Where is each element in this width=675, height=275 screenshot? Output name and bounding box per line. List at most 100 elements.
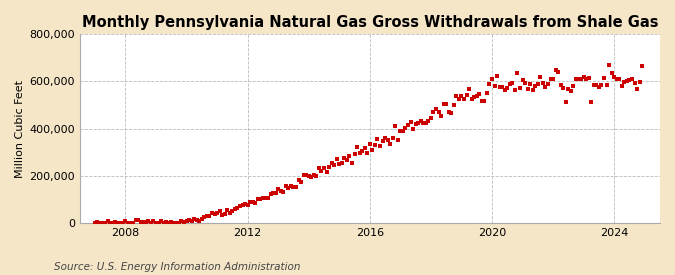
Point (619, 80, 630, 85)
Point (306, 175, 317, 179)
Point (163, 221, 174, 225)
Point (352, 145, 362, 149)
Point (537, 81, 548, 85)
Point (209, 212, 220, 217)
Point (298, 173, 309, 178)
Point (446, 110, 457, 115)
Point (520, 81, 531, 85)
Point (359, 146, 370, 150)
Point (136, 219, 146, 224)
Point (199, 215, 210, 219)
Point (232, 206, 243, 210)
Point (293, 178, 304, 182)
Point (402, 123, 413, 128)
Point (364, 142, 375, 146)
Point (563, 87, 574, 92)
Point (408, 127, 418, 131)
Point (270, 191, 281, 195)
Point (637, 64, 647, 68)
Point (217, 213, 227, 217)
Point (311, 174, 322, 178)
Point (629, 81, 640, 86)
Point (418, 121, 429, 126)
Point (128, 221, 138, 225)
Point (556, 82, 566, 87)
Point (438, 102, 449, 106)
Point (601, 82, 612, 87)
Point (507, 80, 518, 85)
Y-axis label: Million Cubic Feet: Million Cubic Feet (15, 79, 25, 178)
Point (260, 196, 271, 200)
Point (398, 129, 408, 134)
Point (512, 71, 523, 76)
Point (583, 76, 594, 81)
Point (151, 221, 161, 225)
Point (533, 82, 543, 87)
Point (591, 83, 602, 87)
Point (273, 187, 284, 191)
Point (369, 143, 380, 148)
Point (543, 82, 554, 86)
Point (471, 94, 482, 98)
Point (491, 73, 502, 78)
Point (202, 214, 213, 219)
Point (181, 219, 192, 224)
Point (100, 221, 111, 225)
Point (207, 210, 217, 215)
Point (291, 185, 302, 189)
Point (494, 84, 505, 89)
Point (464, 87, 475, 91)
Point (258, 196, 269, 201)
Point (474, 92, 485, 96)
Point (321, 170, 332, 175)
Point (489, 84, 500, 89)
Point (194, 219, 205, 223)
Point (113, 221, 124, 225)
Point (468, 95, 479, 99)
Point (336, 161, 347, 166)
Point (143, 219, 154, 223)
Point (148, 219, 159, 223)
Point (227, 209, 238, 213)
Point (263, 195, 273, 200)
Point (214, 209, 225, 213)
Point (540, 85, 551, 89)
Point (161, 220, 171, 225)
Point (568, 84, 579, 88)
Point (375, 144, 385, 148)
Point (146, 221, 157, 225)
Point (497, 85, 508, 89)
Point (125, 221, 136, 225)
Point (634, 80, 645, 84)
Point (530, 84, 541, 88)
Point (372, 137, 383, 142)
Point (380, 136, 391, 141)
Point (609, 75, 620, 79)
Point (624, 78, 635, 82)
Point (288, 184, 299, 189)
Point (479, 99, 490, 104)
Point (334, 161, 345, 166)
Point (105, 221, 115, 225)
Point (606, 71, 617, 75)
Point (324, 165, 335, 169)
Point (566, 89, 576, 94)
Point (535, 75, 546, 79)
Point (133, 218, 144, 222)
Point (428, 110, 439, 114)
Point (390, 124, 401, 128)
Point (123, 221, 134, 225)
Point (280, 184, 291, 188)
Point (578, 75, 589, 79)
Point (405, 119, 416, 124)
Point (400, 126, 411, 130)
Point (599, 76, 610, 80)
Point (219, 212, 230, 216)
Point (441, 102, 452, 107)
Point (517, 78, 528, 82)
Point (382, 137, 393, 142)
Point (367, 148, 378, 152)
Point (245, 200, 256, 204)
Point (500, 87, 510, 92)
Point (212, 211, 223, 215)
